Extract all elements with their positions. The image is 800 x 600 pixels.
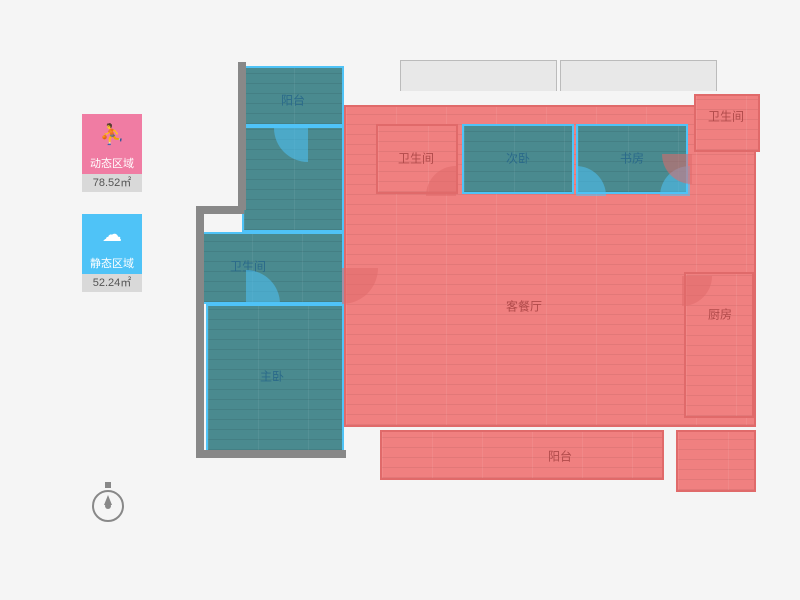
legend-static-value: 52.24㎡ (82, 274, 142, 292)
room-balcony-br (676, 430, 756, 492)
wall-segment (196, 450, 346, 458)
compass-icon (92, 490, 124, 522)
legend-static: ☁ 静态区域 52.24㎡ (82, 214, 142, 292)
roof-overhang (560, 60, 717, 91)
roof-overhang (400, 60, 557, 91)
people-icon: ⛹ (82, 114, 142, 154)
room-second-bed (462, 124, 574, 194)
legend-dynamic-title: 动态区域 (82, 154, 142, 174)
legend-static-title: 静态区域 (82, 254, 142, 274)
room-bath-right (694, 94, 760, 152)
room-balcony-top (242, 66, 344, 126)
legend-dynamic: ⛹ 动态区域 78.52㎡ (82, 114, 142, 192)
room-master-bed (206, 304, 344, 452)
legend-dynamic-value: 78.52㎡ (82, 174, 142, 192)
room-balcony-bot (380, 430, 664, 480)
wall-segment (238, 62, 246, 210)
rest-icon: ☁ (82, 214, 142, 254)
wall-segment (196, 206, 204, 456)
